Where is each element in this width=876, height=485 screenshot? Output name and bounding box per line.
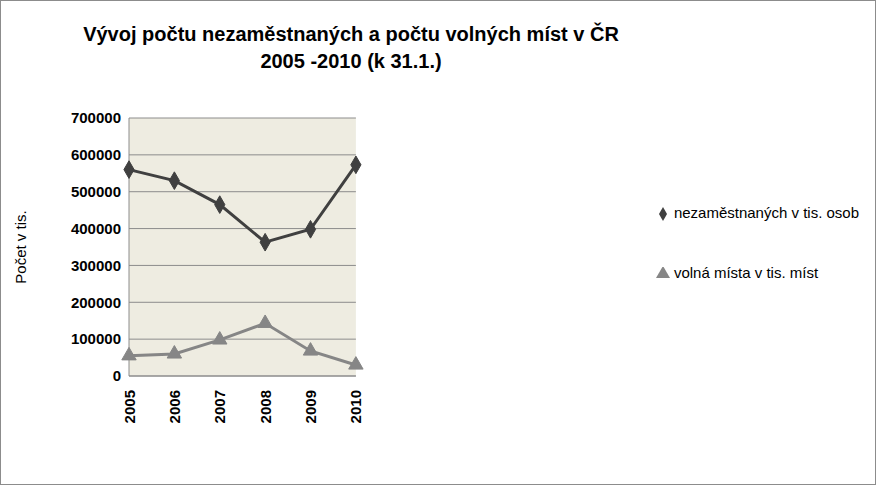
- svg-text:0: 0: [113, 367, 121, 384]
- html-text:2005 -2010 (k 31.1.): 2005 -2010 (k 31.1.): [260, 50, 442, 72]
- svg-text:2005: 2005: [121, 390, 138, 423]
- svg-text:400000: 400000: [71, 220, 121, 237]
- svg-text:700000: 700000: [71, 109, 121, 126]
- html-text:volná místa v tis. míst: volná místa v tis. míst: [673, 263, 819, 281]
- svg-text:2010: 2010: [347, 390, 364, 423]
- svg-text:2008: 2008: [257, 390, 274, 423]
- html-text:nezaměstnaných v tis. osob: nezaměstnaných v tis. osob: [673, 203, 859, 221]
- svg-text:300000: 300000: [71, 257, 121, 274]
- svg-text:Počet v tis.: Počet v tis.: [12, 210, 29, 283]
- svg-text:600000: 600000: [71, 146, 121, 163]
- svg-text:100000: 100000: [71, 330, 121, 347]
- svg-text:2009: 2009: [302, 390, 319, 423]
- svg-text:200000: 200000: [71, 294, 121, 311]
- html-text:Vývoj počtu nezaměstnaných a p: Vývoj počtu nezaměstnaných a počtu volný…: [83, 23, 619, 45]
- svg-text:2006: 2006: [166, 390, 183, 423]
- svg-text:2007: 2007: [211, 390, 228, 423]
- svg-text:500000: 500000: [71, 183, 121, 200]
